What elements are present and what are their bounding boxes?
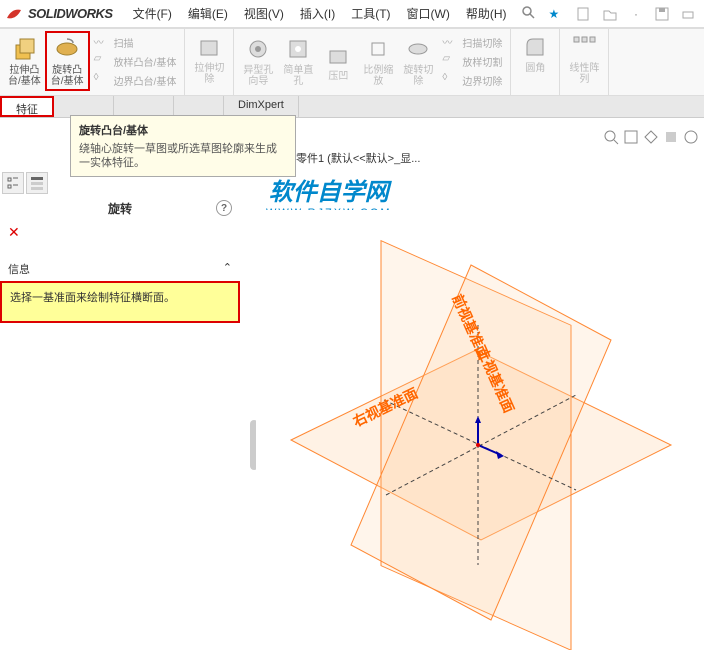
side-feature-tree-icon[interactable] <box>2 172 24 194</box>
watermark-cn: 软件自学网 <box>266 172 392 207</box>
sep-icon: · <box>624 2 648 26</box>
view-zoom-icon[interactable] <box>602 128 620 146</box>
menu-star-icon[interactable]: ★ <box>541 3 568 25</box>
property-panel: 旋转 ? ✕ 信息 ⌃ 选择一基准面来绘制特征横断面。 <box>0 196 240 323</box>
side-tabs <box>2 172 48 194</box>
hole-wizard-button[interactable]: 异型孔 向导 <box>238 31 278 91</box>
prop-section-header[interactable]: 信息 ⌃ <box>0 259 240 279</box>
fillet-button[interactable]: 圆角 <box>515 31 555 76</box>
extrude-cut-button[interactable]: 拉伸切 除 <box>189 31 229 87</box>
sweep-icon: 〰 <box>94 34 110 50</box>
pattern-label: 线性阵 列 <box>569 63 599 85</box>
revolve-cut-icon <box>404 35 432 63</box>
revolve-cut-button[interactable]: 旋转切 除 <box>398 31 438 91</box>
revolve-boss-button[interactable]: 旋转凸 台/基体 <box>45 31 90 91</box>
view-display-icon[interactable] <box>662 128 680 146</box>
linear-pattern-button[interactable]: 线性阵 列 <box>564 31 604 87</box>
sweep-cut-button[interactable]: 〰扫描切除 <box>440 33 504 51</box>
pattern-icon <box>570 33 598 61</box>
view-toolbar <box>602 128 700 146</box>
new-icon[interactable] <box>572 2 596 26</box>
menu-help[interactable]: 帮助(H) <box>458 1 515 26</box>
revolve-icon <box>53 35 81 63</box>
simple-hole-label: 简单直 孔 <box>283 65 313 87</box>
scale-icon <box>364 35 392 63</box>
scale-button[interactable]: 比例缩 放 <box>358 31 398 91</box>
tab-hidden1[interactable] <box>54 96 114 117</box>
prop-title: 旋转 ? <box>0 196 240 221</box>
dome-label: 压凹 <box>328 71 348 82</box>
tab-dimxpert[interactable]: DimXpert <box>224 96 299 117</box>
tooltip-title: 旋转凸台/基体 <box>79 122 287 138</box>
tooltip: 旋转凸台/基体 绕轴心旋转一草图或所选草图轮廓来生成一实体特征。 <box>70 115 296 177</box>
loft-cut-button[interactable]: ▱放样切割 <box>440 52 504 70</box>
hole-icon <box>244 35 272 63</box>
close-icon[interactable]: ✕ <box>8 224 20 241</box>
ribbon-group-cut1: 拉伸切 除 <box>185 29 234 95</box>
ribbon-group-boss: 拉伸凸 台/基体 旋转凸 台/基体 〰扫描 ▱放样凸台/基体 ◊边界凸台/基体 <box>0 29 185 95</box>
view-orient-icon[interactable] <box>642 128 660 146</box>
doc-subtitle: 零件1 (默认<<默认>_显... <box>296 150 420 166</box>
ribbon-group-fillet: 圆角 <box>511 29 560 95</box>
tab-hidden2[interactable] <box>114 96 174 117</box>
loft-icon: ▱ <box>94 53 110 69</box>
ribbon-group-pattern: 线性阵 列 <box>560 29 609 95</box>
tab-feature[interactable]: 特征 <box>0 96 54 117</box>
fillet-label: 圆角 <box>525 63 545 74</box>
viewport[interactable]: 前视基准面 上视基准面 右视基准面 <box>256 210 702 650</box>
menu-file[interactable]: 文件(F) <box>125 1 180 26</box>
menu-tools[interactable]: 工具(T) <box>343 1 398 26</box>
revolve-cut-label: 旋转切 除 <box>403 65 433 87</box>
dome-icon <box>324 41 352 69</box>
ribbon-group-hole: 异型孔 向导 简单直 孔 压凹 比例缩 放 旋转切 除 〰扫描切除 ▱放样切割 <box>234 29 511 95</box>
cut-sub: 〰扫描切除 ▱放样切割 ◊边界切除 <box>438 31 506 91</box>
boss-sub: 〰扫描 ▱放样凸台/基体 ◊边界凸台/基体 <box>90 31 181 91</box>
open-icon[interactable] <box>598 2 622 26</box>
view-fit-icon[interactable] <box>622 128 640 146</box>
simple-hole-icon <box>284 35 312 63</box>
prop-hint: 选择一基准面来绘制特征横断面。 <box>0 281 240 323</box>
boundary-button[interactable]: ◊边界凸台/基体 <box>92 71 179 89</box>
menubar: SOLIDWORKS 文件(F) 编辑(E) 视图(V) 插入(I) 工具(T)… <box>0 0 704 28</box>
ribbon: 拉伸凸 台/基体 旋转凸 台/基体 〰扫描 ▱放样凸台/基体 ◊边界凸台/基体 … <box>0 28 704 96</box>
collapse-icon: ⌃ <box>223 261 232 277</box>
dome-button[interactable]: 压凹 <box>318 31 358 91</box>
side-property-icon[interactable] <box>26 172 48 194</box>
loft-cut-icon: ▱ <box>442 53 458 69</box>
planes-svg: 前视基准面 上视基准面 右视基准面 <box>256 210 702 650</box>
scale-label: 比例缩 放 <box>363 65 393 87</box>
extrude-icon <box>10 35 38 63</box>
help-icon[interactable]: ? <box>216 200 232 216</box>
logo: SOLIDWORKS <box>4 4 113 24</box>
revolve-label: 旋转凸 台/基体 <box>51 65 84 87</box>
solidworks-icon <box>4 4 24 24</box>
simple-hole-button[interactable]: 简单直 孔 <box>278 31 318 91</box>
boundary-icon: ◊ <box>94 72 110 88</box>
extrude-label: 拉伸凸 台/基体 <box>8 65 41 87</box>
fillet-icon <box>521 33 549 61</box>
menu-edit[interactable]: 编辑(E) <box>180 1 236 26</box>
save-icon[interactable] <box>650 2 674 26</box>
boundary-cut-button[interactable]: ◊边界切除 <box>440 71 504 89</box>
extrude-cut-icon <box>195 33 223 61</box>
menu-search-icon[interactable] <box>515 1 541 26</box>
boundary-cut-icon: ◊ <box>442 72 458 88</box>
tab-hidden3[interactable] <box>174 96 224 117</box>
logo-text: SOLIDWORKS <box>28 6 113 21</box>
print-icon[interactable] <box>676 2 700 26</box>
loft-button[interactable]: ▱放样凸台/基体 <box>92 52 179 70</box>
tooltip-desc: 绕轴心旋转一草图或所选草图轮廓来生成一实体特征。 <box>79 142 287 170</box>
quick-access: · <box>572 2 700 26</box>
menu-view[interactable]: 视图(V) <box>236 1 292 26</box>
view-more-icon[interactable] <box>682 128 700 146</box>
sweep-button[interactable]: 〰扫描 <box>92 33 179 51</box>
sweep-cut-icon: 〰 <box>442 34 458 50</box>
extrude-cut-label: 拉伸切 除 <box>194 63 224 85</box>
extrude-boss-button[interactable]: 拉伸凸 台/基体 <box>4 31 45 91</box>
menu-window[interactable]: 窗口(W) <box>399 1 458 26</box>
menu-insert[interactable]: 插入(I) <box>292 1 343 26</box>
hole-label: 异型孔 向导 <box>243 65 273 87</box>
